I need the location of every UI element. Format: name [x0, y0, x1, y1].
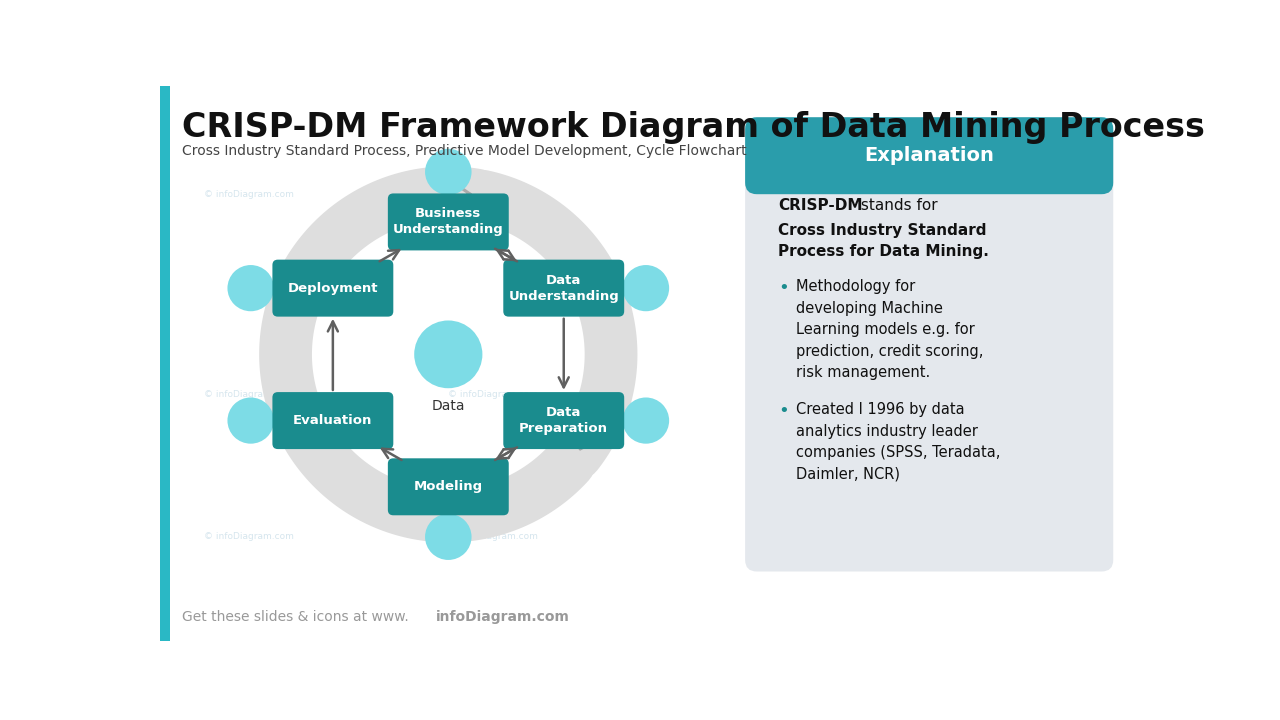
Text: CRISP-DM Framework Diagram of Data Mining Process: CRISP-DM Framework Diagram of Data Minin…: [182, 111, 1204, 144]
Text: © infoDiagram.com: © infoDiagram.com: [448, 189, 538, 199]
Text: Process for Data Mining.: Process for Data Mining.: [778, 244, 989, 259]
Text: CRISP-DM: CRISP-DM: [778, 198, 863, 213]
Text: © infoDiagram.com: © infoDiagram.com: [205, 532, 294, 541]
FancyBboxPatch shape: [273, 392, 393, 449]
Text: stands for: stands for: [856, 198, 937, 213]
Text: © infoDiagram.com: © infoDiagram.com: [205, 189, 294, 199]
Circle shape: [622, 397, 669, 444]
Text: •: •: [778, 279, 790, 297]
Text: Get these slides & icons at www.: Get these slides & icons at www.: [182, 610, 408, 624]
FancyBboxPatch shape: [745, 121, 1114, 572]
FancyBboxPatch shape: [388, 194, 508, 251]
Text: © infoDiagram.com: © infoDiagram.com: [205, 390, 294, 399]
Text: Explanation: Explanation: [864, 146, 995, 165]
FancyBboxPatch shape: [273, 260, 393, 317]
Circle shape: [415, 320, 483, 388]
Text: Created I 1996 by data
analytics industry leader
companies (SPSS, Teradata,
Daim: Created I 1996 by data analytics industr…: [795, 402, 1000, 482]
Circle shape: [425, 149, 471, 195]
FancyBboxPatch shape: [503, 392, 625, 449]
Circle shape: [228, 265, 274, 311]
FancyBboxPatch shape: [388, 459, 508, 516]
Text: © infoDiagram.com: © infoDiagram.com: [448, 390, 538, 399]
Text: Data
Preparation: Data Preparation: [520, 406, 608, 435]
FancyBboxPatch shape: [745, 117, 1114, 194]
Text: infoDiagram.com: infoDiagram.com: [436, 610, 570, 624]
Text: Methodology for
developing Machine
Learning models e.g. for
prediction, credit s: Methodology for developing Machine Learn…: [795, 279, 983, 380]
Text: Data
Understanding: Data Understanding: [508, 274, 620, 302]
Text: Cross Industry Standard: Cross Industry Standard: [778, 222, 987, 238]
Text: Evaluation: Evaluation: [293, 414, 372, 427]
Circle shape: [425, 514, 471, 560]
Circle shape: [228, 397, 274, 444]
Text: © infoDiagram.com: © infoDiagram.com: [448, 532, 538, 541]
Text: Cross Industry Standard Process, Predictive Model Development, Cycle Flowchart: Cross Industry Standard Process, Predict…: [182, 144, 746, 158]
Text: •: •: [778, 402, 790, 420]
Circle shape: [622, 265, 669, 311]
Text: Deployment: Deployment: [288, 282, 378, 294]
Text: Data: Data: [431, 399, 465, 413]
Bar: [160, 86, 170, 641]
FancyBboxPatch shape: [503, 260, 625, 317]
Text: Business
Understanding: Business Understanding: [393, 207, 503, 236]
Text: Modeling: Modeling: [413, 480, 483, 493]
